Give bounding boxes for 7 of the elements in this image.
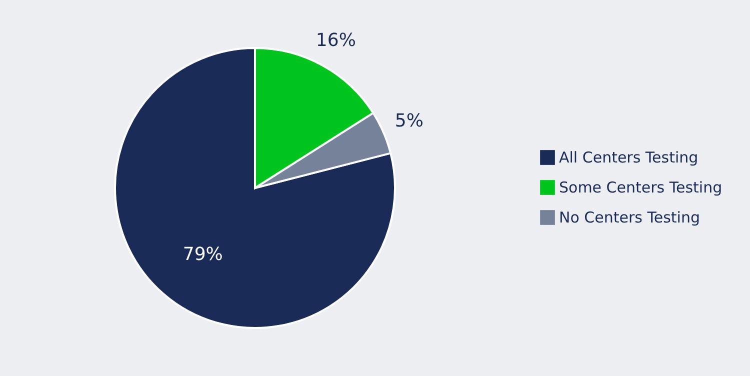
data-label: 5% [394, 110, 424, 132]
legend-label: All Centers Testing [559, 148, 698, 166]
data-label: 16% [316, 30, 356, 51]
legend-label: No Centers Testing [559, 208, 700, 226]
pie-slice [114, 47, 396, 329]
legend-label: Some Centers Testing [559, 178, 722, 196]
data-label: 79% [182, 244, 223, 266]
